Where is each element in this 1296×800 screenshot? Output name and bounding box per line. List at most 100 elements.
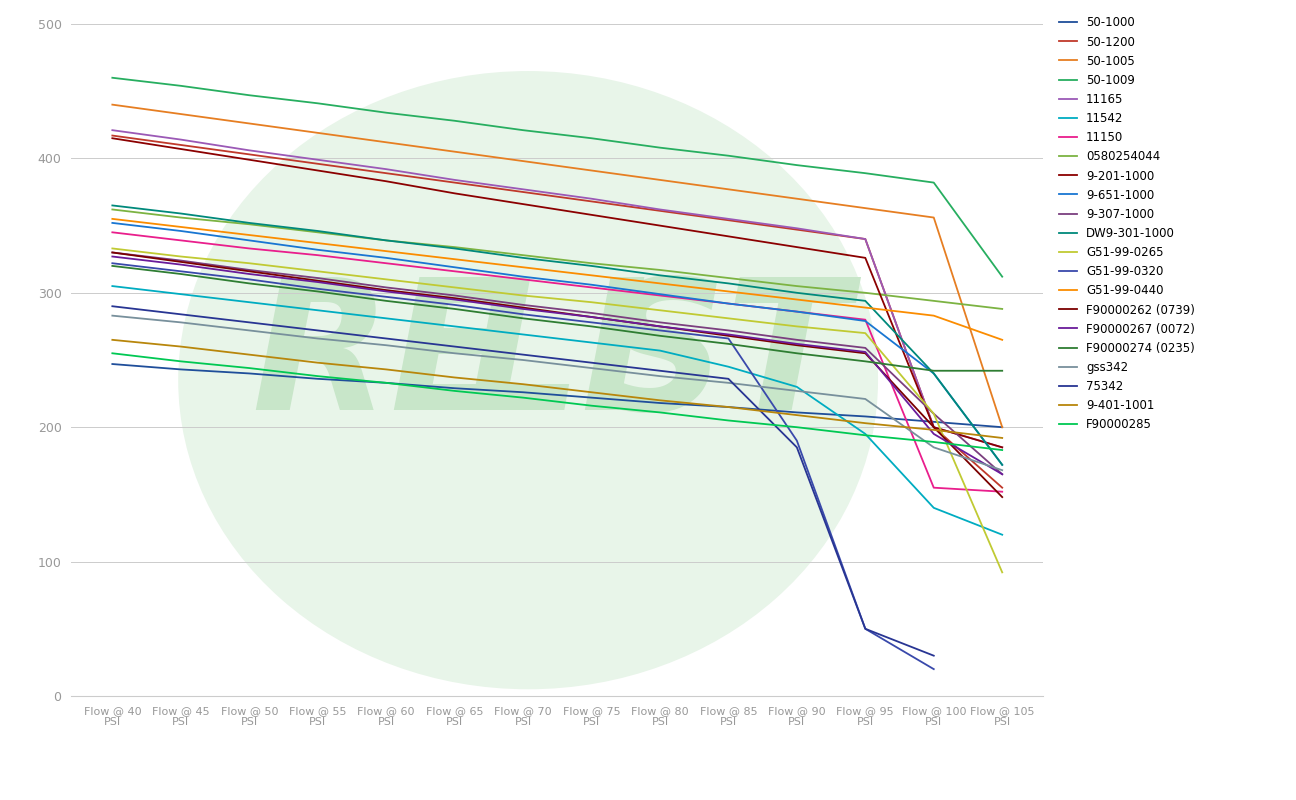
Legend: 50-1000, 50-1200, 50-1005, 50-1009, 11165, 11542, 11150, 0580254044, 9-201-1000,: 50-1000, 50-1200, 50-1005, 50-1009, 1116… <box>1059 17 1195 431</box>
G51-99-0265 <box>241 258 257 268</box>
F90000285 <box>925 437 941 446</box>
DW9-301-1000 <box>310 226 325 236</box>
50-1005 <box>652 175 667 185</box>
11542 <box>652 346 667 355</box>
Line: gss342: gss342 <box>113 316 1002 470</box>
G51-99-0265 <box>925 409 941 418</box>
50-1000 <box>583 393 599 402</box>
50-1000 <box>516 387 531 397</box>
0580254044 <box>378 235 394 245</box>
9-201-1000 <box>378 177 394 186</box>
50-1200 <box>310 159 325 169</box>
G51-99-0440 <box>652 278 667 288</box>
50-1005 <box>447 147 463 157</box>
50-1005 <box>310 128 325 138</box>
F90000262 (0739) <box>583 312 599 322</box>
F90000267 (0072) <box>447 294 463 304</box>
9-307-1000 <box>447 290 463 300</box>
gss342 <box>105 311 121 321</box>
G51-99-0265 <box>105 244 121 254</box>
gss342 <box>447 349 463 358</box>
G51-99-0265 <box>583 298 599 307</box>
11165 <box>652 205 667 214</box>
9-651-1000 <box>516 272 531 282</box>
50-1000 <box>858 412 874 422</box>
9-651-1000 <box>652 290 667 299</box>
Line: 9-307-1000: 9-307-1000 <box>113 253 1002 474</box>
Line: 50-1200: 50-1200 <box>113 135 1002 488</box>
9-401-1001 <box>174 342 189 351</box>
gss342 <box>241 326 257 335</box>
9-651-1000 <box>721 298 736 308</box>
0580254044 <box>174 213 189 222</box>
75342 <box>858 624 874 634</box>
F90000262 (0739) <box>447 294 463 303</box>
9-651-1000 <box>447 262 463 272</box>
G51-99-0265 <box>174 252 189 262</box>
50-1200 <box>174 140 189 150</box>
F90000274 (0235) <box>447 304 463 314</box>
F90000274 (0235) <box>516 314 531 323</box>
F90000267 (0072) <box>789 339 805 349</box>
50-1005 <box>994 422 1010 432</box>
11165 <box>721 214 736 224</box>
G51-99-0265 <box>652 306 667 315</box>
9-651-1000 <box>174 226 189 236</box>
F90000267 (0072) <box>721 330 736 339</box>
Line: F90000285: F90000285 <box>113 354 1002 450</box>
9-201-1000 <box>447 189 463 198</box>
9-307-1000 <box>652 318 667 327</box>
G51-99-0320 <box>241 274 257 284</box>
50-1000 <box>378 378 394 388</box>
50-1009 <box>583 134 599 143</box>
gss342 <box>516 355 531 365</box>
11150 <box>652 290 667 300</box>
50-1200 <box>105 130 121 140</box>
50-1009 <box>994 272 1010 282</box>
G51-99-0440 <box>858 302 874 312</box>
F90000274 (0235) <box>378 296 394 306</box>
F90000285 <box>310 371 325 381</box>
F90000267 (0072) <box>174 260 189 270</box>
F90000262 (0739) <box>378 286 394 295</box>
DW9-301-1000 <box>174 209 189 218</box>
11150 <box>789 307 805 317</box>
F90000267 (0072) <box>378 286 394 296</box>
50-1200 <box>583 197 599 206</box>
F90000262 (0739) <box>105 248 121 258</box>
Line: 9-201-1000: 9-201-1000 <box>113 138 1002 447</box>
F90000285 <box>858 430 874 440</box>
50-1005 <box>583 166 599 175</box>
Line: 50-1005: 50-1005 <box>113 105 1002 427</box>
11542 <box>105 282 121 291</box>
50-1000 <box>310 374 325 384</box>
Line: 11165: 11165 <box>113 130 1002 447</box>
DW9-301-1000 <box>447 244 463 254</box>
gss342 <box>378 341 394 350</box>
9-401-1001 <box>994 433 1010 442</box>
50-1009 <box>174 81 189 90</box>
11165 <box>310 155 325 165</box>
9-401-1001 <box>858 418 874 428</box>
DW9-301-1000 <box>516 253 531 262</box>
9-651-1000 <box>105 218 121 228</box>
F90000262 (0739) <box>516 302 531 312</box>
9-201-1000 <box>994 442 1010 452</box>
50-1005 <box>378 138 394 147</box>
75342 <box>378 334 394 343</box>
G51-99-0320 <box>925 664 941 674</box>
11542 <box>583 338 599 347</box>
9-401-1001 <box>652 395 667 405</box>
9-401-1001 <box>925 425 941 434</box>
50-1009 <box>105 73 121 82</box>
Ellipse shape <box>179 71 877 690</box>
50-1200 <box>789 225 805 234</box>
0580254044 <box>652 265 667 274</box>
11150 <box>447 266 463 276</box>
G51-99-0320 <box>447 300 463 310</box>
50-1009 <box>516 126 531 135</box>
F90000285 <box>721 416 736 426</box>
50-1000 <box>447 383 463 393</box>
G51-99-0265 <box>858 328 874 338</box>
Line: G51-99-0320: G51-99-0320 <box>113 263 933 669</box>
